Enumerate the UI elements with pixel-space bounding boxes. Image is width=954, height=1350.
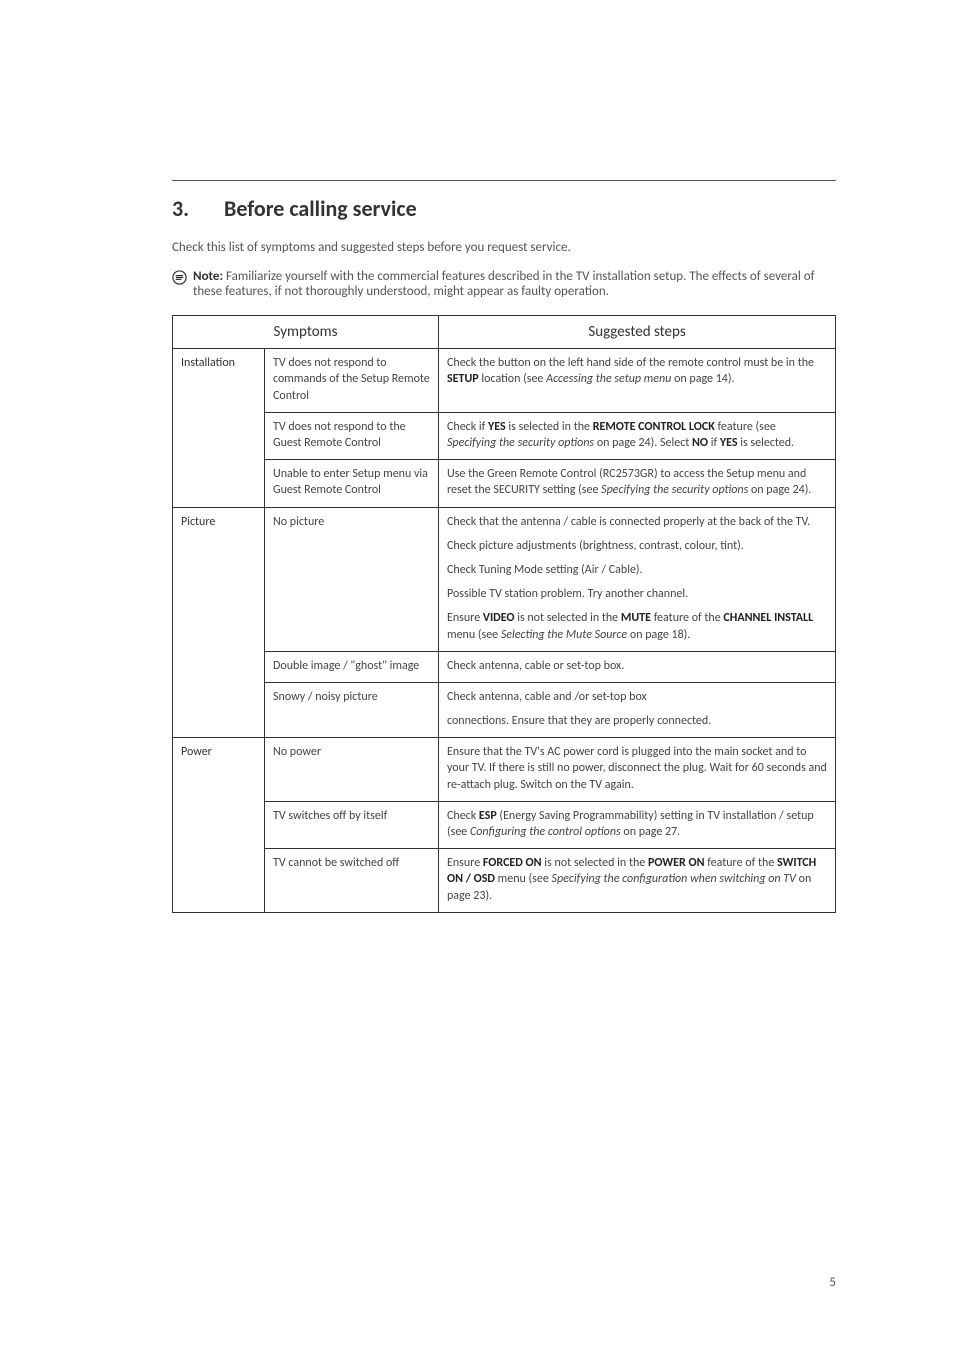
suggestion-cell: Check ESP (Energy Saving Programmability… — [439, 801, 836, 848]
suggestion-cell: Check antenna, cable or set-top box. — [439, 651, 836, 682]
note-body: Familiarize yourself with the commercial… — [193, 269, 815, 299]
section-number: 3. — [172, 195, 224, 222]
symptom-cell: No picture — [265, 507, 439, 651]
category-cell: Installation — [173, 349, 265, 507]
page-number: 5 — [829, 1275, 836, 1290]
suggestion-para: Check that the antenna / cable is connec… — [447, 514, 827, 530]
note-label: Note: — [193, 269, 223, 284]
suggestion-cell: Check the button on the left hand side o… — [439, 349, 836, 413]
note-icon — [172, 270, 187, 285]
suggestion-cell: Ensure FORCED ON is not selected in the … — [439, 849, 836, 913]
suggestion-para: Check ESP (Energy Saving Programmability… — [447, 808, 827, 840]
category-cell: Picture — [173, 507, 265, 738]
th-steps: Suggested steps — [439, 316, 836, 349]
symptom-cell: TV does not respond to the Guest Remote … — [265, 412, 439, 459]
symptom-cell: Double image / "ghost" image — [265, 651, 439, 682]
note-block: Note: Familiarize yourself with the comm… — [172, 269, 836, 299]
section-title: Before calling service — [224, 195, 417, 222]
suggestion-cell: Use the Green Remote Control (RC2573GR) … — [439, 460, 836, 507]
symptom-cell: TV cannot be switched off — [265, 849, 439, 913]
symptom-cell: Unable to enter Setup menu via Guest Rem… — [265, 460, 439, 507]
suggestion-cell: Check antenna, cable and /or set-top box… — [439, 682, 836, 737]
symptom-cell: TV switches off by itself — [265, 801, 439, 848]
suggestion-para: Check picture adjustments (brightness, c… — [447, 538, 827, 554]
note-text: Note: Familiarize yourself with the comm… — [193, 269, 836, 299]
suggestion-cell: Ensure that the TV's AC power cord is pl… — [439, 738, 836, 802]
suggestion-para: Possible TV station problem. Try another… — [447, 586, 827, 602]
th-symptoms: Symptoms — [173, 316, 439, 349]
suggestion-para: Check antenna, cable or set-top box. — [447, 658, 827, 674]
suggestion-para: Check the button on the left hand side o… — [447, 355, 827, 387]
suggestion-para: Use the Green Remote Control (RC2573GR) … — [447, 466, 827, 498]
suggestion-para: Ensure VIDEO is not selected in the MUTE… — [447, 610, 827, 642]
category-cell: Power — [173, 738, 265, 913]
symptom-cell: TV does not respond to commands of the S… — [265, 349, 439, 413]
suggestion-para: Check antenna, cable and /or set-top box — [447, 689, 827, 705]
top-rule — [172, 180, 836, 181]
suggestion-para: Check Tuning Mode setting (Air / Cable). — [447, 562, 827, 578]
troubleshoot-table: Symptoms Suggested steps InstallationTV … — [172, 315, 836, 913]
suggestion-para: connections. Ensure that they are proper… — [447, 713, 827, 729]
symptom-cell: No power — [265, 738, 439, 802]
symptom-cell: Snowy / noisy picture — [265, 682, 439, 737]
section-heading: 3.Before calling service — [172, 195, 836, 222]
suggestion-para: Ensure FORCED ON is not selected in the … — [447, 855, 827, 904]
intro-text: Check this list of symptoms and suggeste… — [172, 240, 836, 255]
suggestion-cell: Check that the antenna / cable is connec… — [439, 507, 836, 651]
suggestion-para: Check if YES is selected in the REMOTE C… — [447, 419, 827, 451]
suggestion-cell: Check if YES is selected in the REMOTE C… — [439, 412, 836, 459]
suggestion-para: Ensure that the TV's AC power cord is pl… — [447, 744, 827, 793]
